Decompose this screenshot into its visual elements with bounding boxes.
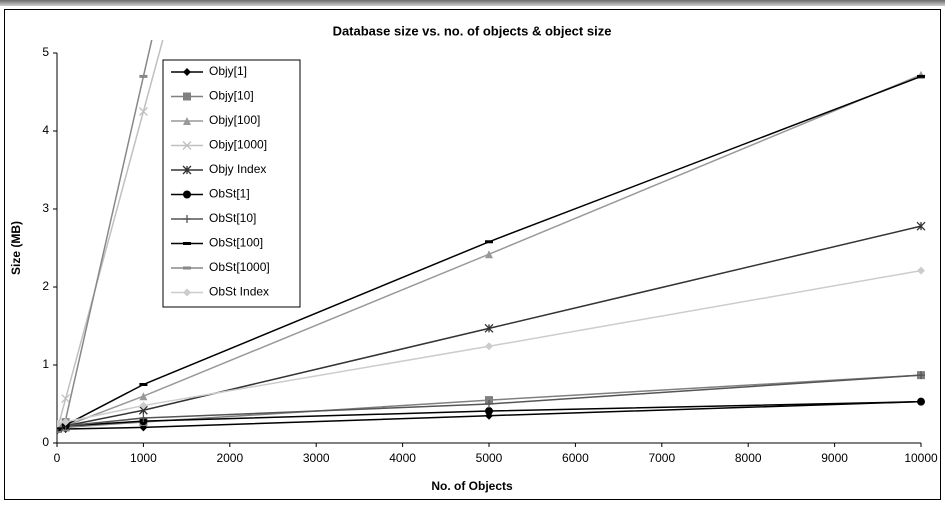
marker bbox=[182, 141, 192, 150]
legend-label: Objy[1] bbox=[209, 64, 247, 78]
marker bbox=[57, 419, 62, 428]
plot-area bbox=[57, 40, 926, 434]
x-tick-label: 0 bbox=[54, 451, 61, 465]
y-tick-label: 1 bbox=[42, 357, 49, 371]
marker bbox=[61, 417, 70, 426]
axes: 0 1 2 3 4 5 0 1000 2000 3000 4000 5000 6000 7000 8000 9… bbox=[42, 45, 938, 465]
marker bbox=[139, 401, 148, 410]
legend-label: ObSt[1] bbox=[209, 187, 250, 201]
y-tick-label: 2 bbox=[42, 279, 49, 293]
marker bbox=[917, 74, 925, 78]
marker bbox=[917, 266, 925, 275]
marker bbox=[485, 250, 493, 259]
chart-title: Database size vs. no. of objects & objec… bbox=[333, 23, 612, 38]
legend-label: ObSt[100] bbox=[209, 236, 263, 250]
marker bbox=[485, 407, 493, 416]
marker bbox=[485, 342, 493, 351]
y-tick-label: 0 bbox=[42, 435, 49, 449]
marker bbox=[917, 397, 925, 406]
legend-label: ObSt Index bbox=[209, 285, 269, 299]
x-tick-label: 5000 bbox=[476, 451, 503, 465]
x-axis-label: No. of Objects bbox=[431, 479, 513, 493]
legend-label: Objy[1000] bbox=[209, 138, 267, 152]
marker bbox=[61, 394, 71, 403]
x-tick-label: 6000 bbox=[562, 451, 589, 465]
x-tick-label: 1000 bbox=[130, 451, 157, 465]
marker bbox=[183, 288, 191, 297]
legend-label: Objy Index bbox=[209, 162, 266, 176]
marker bbox=[183, 68, 191, 76]
marker bbox=[182, 165, 192, 175]
marker bbox=[183, 242, 191, 245]
marker bbox=[183, 190, 191, 199]
legend-label: Objy[100] bbox=[209, 113, 260, 127]
x-tick-label: 4000 bbox=[389, 451, 416, 465]
marker bbox=[57, 425, 62, 429]
legend-box bbox=[162, 59, 301, 308]
marker bbox=[485, 400, 493, 408]
marker bbox=[138, 107, 148, 116]
y-tick-label: 4 bbox=[42, 123, 49, 137]
legend: Objy[1] Objy[10] Objy[100] Objy[1000] Objy I… bbox=[162, 59, 301, 308]
y-tick-label: 3 bbox=[42, 201, 49, 215]
marker bbox=[139, 414, 148, 423]
x-tick-label: 8000 bbox=[735, 451, 762, 465]
x-tick-label: 7000 bbox=[648, 451, 675, 465]
y-tick-label: 5 bbox=[42, 45, 49, 59]
marker bbox=[139, 383, 148, 386]
marker bbox=[916, 221, 926, 231]
top-bar bbox=[0, 0, 945, 6]
legend-label: Objy[10] bbox=[209, 89, 254, 103]
marker bbox=[485, 240, 493, 244]
y-axis-label: Size (MB) bbox=[9, 221, 23, 275]
marker bbox=[183, 92, 191, 101]
legend-label: ObSt[1000] bbox=[209, 260, 270, 274]
marker bbox=[139, 392, 148, 401]
marker bbox=[183, 215, 191, 223]
marker bbox=[484, 323, 494, 333]
marker bbox=[139, 74, 148, 78]
legend-label: ObSt[10] bbox=[209, 211, 256, 225]
x-tick-label: 3000 bbox=[303, 451, 330, 465]
x-tick-label: 9000 bbox=[821, 451, 848, 465]
x-tick-label: 10000 bbox=[904, 451, 938, 465]
marker bbox=[183, 117, 191, 125]
x-tick-label: 2000 bbox=[216, 451, 243, 465]
marker bbox=[917, 371, 925, 380]
marker bbox=[183, 266, 191, 270]
